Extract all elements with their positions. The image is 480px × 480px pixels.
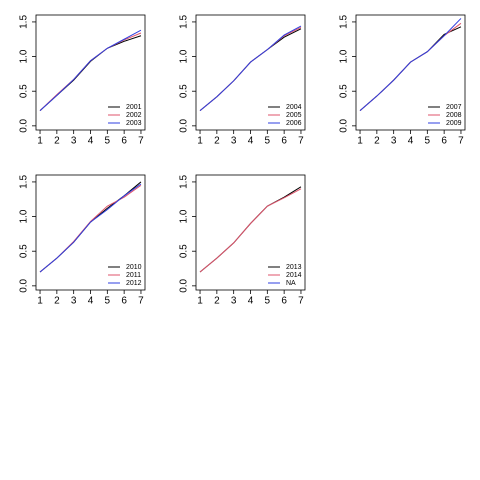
legend-label: 2009	[446, 120, 462, 127]
y-tick-label: 0.5	[19, 84, 30, 98]
x-tick-label: 7	[298, 136, 304, 147]
legend-label: 2008	[446, 112, 462, 119]
x-tick-label: 2	[374, 136, 380, 147]
y-tick-label: 1.5	[19, 175, 30, 189]
series-line	[199, 188, 302, 273]
x-tick-label: 1	[197, 136, 203, 147]
legend-label: 2006	[286, 120, 302, 127]
y-tick-label: 1.0	[179, 209, 190, 223]
legend-label: 2005	[286, 112, 302, 119]
series-line	[199, 25, 302, 111]
x-tick-label: 4	[408, 136, 414, 147]
y-tick-label: 1.0	[339, 49, 350, 63]
y-tick-label: 0.0	[19, 278, 30, 292]
x-tick-label: 6	[121, 136, 127, 147]
y-tick-label: 0.0	[19, 118, 30, 132]
legend-label: 2012	[126, 280, 142, 287]
x-tick-label: 3	[71, 296, 77, 307]
x-tick-label: 6	[281, 136, 287, 147]
x-tick-label: 2	[54, 296, 60, 307]
y-tick-label: 0.5	[179, 84, 190, 98]
series-line	[359, 18, 462, 111]
series-line	[39, 183, 142, 273]
x-tick-label: 3	[231, 136, 237, 147]
y-tick-label: 0.0	[179, 278, 190, 292]
legend-label: 2011	[126, 272, 141, 279]
y-tick-label: 0.5	[339, 84, 350, 98]
y-tick-label: 0.0	[339, 118, 350, 132]
legend-label: 2007	[446, 104, 462, 111]
x-tick-label: 4	[248, 296, 254, 307]
x-tick-label: 7	[458, 136, 464, 147]
x-tick-label: 5	[265, 136, 271, 147]
legend-label: NA	[286, 280, 296, 287]
legend-label: 2013	[286, 264, 302, 271]
legend-label: 2004	[286, 104, 302, 111]
x-tick-label: 3	[391, 136, 397, 147]
x-tick-label: 4	[88, 296, 94, 307]
x-tick-label: 6	[441, 136, 447, 147]
y-tick-label: 1.5	[179, 15, 190, 29]
x-tick-label: 3	[231, 296, 237, 307]
x-tick-label: 2	[214, 136, 220, 147]
legend-label: 2002	[126, 112, 142, 119]
x-tick-label: 1	[197, 296, 203, 307]
x-tick-label: 7	[298, 296, 304, 307]
series-line	[39, 32, 142, 111]
x-tick-label: 5	[105, 296, 111, 307]
x-tick-label: 7	[138, 136, 144, 147]
x-tick-label: 4	[248, 136, 254, 147]
y-tick-label: 1.5	[339, 15, 350, 29]
series-line	[39, 29, 142, 111]
legend-label: 2014	[286, 272, 302, 279]
y-tick-label: 0.5	[19, 244, 30, 258]
series-line	[39, 35, 142, 111]
x-tick-label: 1	[37, 296, 43, 307]
x-tick-label: 6	[121, 296, 127, 307]
y-tick-label: 0.0	[179, 118, 190, 132]
x-tick-label: 1	[37, 136, 43, 147]
x-tick-label: 2	[214, 296, 220, 307]
legend-label: 2001	[126, 104, 142, 111]
x-tick-label: 5	[425, 136, 431, 147]
x-tick-label: 3	[71, 136, 77, 147]
y-tick-label: 1.0	[19, 49, 30, 63]
x-tick-label: 1	[357, 136, 363, 147]
x-tick-label: 2	[54, 136, 60, 147]
legend-label: 2010	[126, 264, 142, 271]
x-tick-label: 5	[265, 296, 271, 307]
x-tick-label: 5	[105, 136, 111, 147]
y-tick-label: 1.0	[179, 49, 190, 63]
x-tick-label: 6	[281, 296, 287, 307]
x-tick-label: 4	[88, 136, 94, 147]
y-tick-label: 1.5	[19, 15, 30, 29]
y-tick-label: 0.5	[179, 244, 190, 258]
x-tick-label: 7	[138, 296, 144, 307]
y-tick-label: 1.5	[179, 175, 190, 189]
y-tick-label: 1.0	[19, 209, 30, 223]
legend-label: 2003	[126, 120, 142, 127]
